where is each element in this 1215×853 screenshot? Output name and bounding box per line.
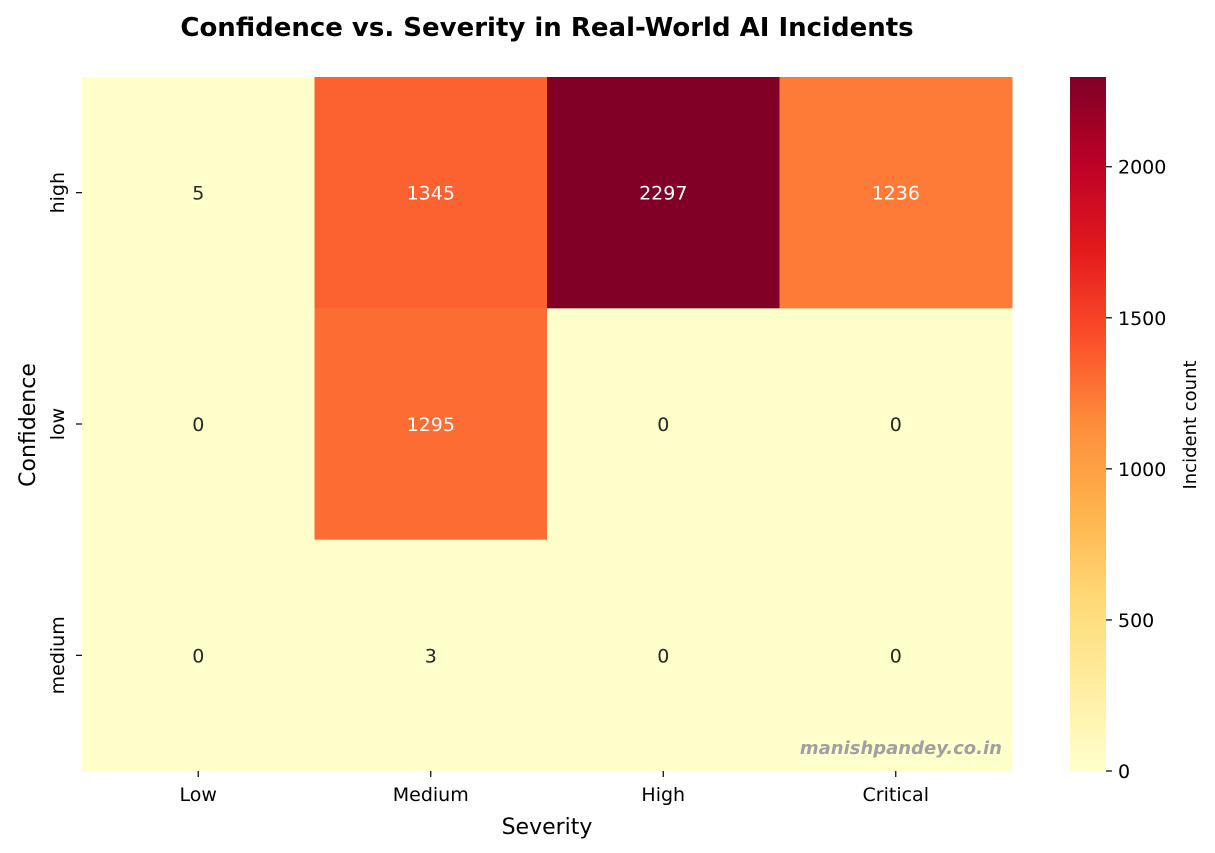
cell-value-label: 0: [657, 645, 669, 667]
colorbar-tick-label: 1500: [1118, 308, 1166, 330]
cell-value-label: 0: [890, 414, 902, 436]
heatmap-cell: [779, 77, 1013, 309]
heatmap-cell: [547, 77, 780, 309]
heatmap-cell: [82, 308, 315, 541]
cell-value-label: 1236: [872, 183, 920, 205]
heatmap-cell: [779, 539, 1013, 772]
heatmap-cell-labels: 5 1345 2297 1236 0 1295 0 0 0 3 0 0: [192, 183, 920, 668]
x-tick-label: High: [641, 784, 685, 806]
heatmap-cell: [82, 77, 315, 309]
colorbar-tick-label: 0: [1118, 761, 1130, 783]
colorbar-tick-label: 1000: [1118, 459, 1166, 481]
heatmap-cell: [314, 308, 548, 541]
cell-value-label: 0: [192, 645, 204, 667]
x-axis: Low Medium High Critical: [180, 771, 929, 806]
cell-value-label: 2297: [639, 183, 687, 205]
y-tick-label: medium: [47, 616, 69, 694]
colorbar: [1070, 77, 1106, 771]
heatmap-cells: [82, 77, 1013, 772]
x-tick-label: Critical: [863, 784, 929, 806]
cell-value-label: 0: [890, 645, 902, 667]
colorbar-tick-label: 2000: [1118, 157, 1166, 179]
y-axis-label: Confidence: [16, 363, 41, 487]
y-axis: high low medium: [47, 172, 82, 694]
heatmap-cell: [547, 539, 780, 772]
chart-title: Confidence vs. Severity in Real-World AI…: [180, 13, 913, 43]
heatmap-cell: [779, 308, 1013, 541]
y-tick-label: high: [47, 172, 69, 213]
y-tick-label: low: [47, 408, 69, 440]
cell-value-label: 3: [425, 645, 437, 667]
cell-value-label: 0: [657, 414, 669, 436]
x-axis-label: Severity: [502, 815, 593, 840]
heatmap-cell: [82, 539, 315, 772]
cell-value-label: 5: [192, 183, 204, 205]
x-tick-label: Medium: [393, 784, 469, 806]
cell-value-label: 1295: [407, 414, 455, 436]
cell-value-label: 0: [192, 414, 204, 436]
watermark: manishpandey.co.in: [800, 738, 1002, 759]
x-tick-label: Low: [180, 784, 217, 806]
heatmap-cell: [314, 77, 548, 309]
colorbar-tick-label: 500: [1118, 610, 1154, 632]
cell-value-label: 1345: [407, 183, 455, 205]
heatmap-cell: [547, 308, 780, 541]
colorbar-label: Incident count: [1180, 360, 1201, 489]
heatmap-cell: [314, 539, 548, 772]
colorbar-ticks: 0 500 1000 1500 2000: [1106, 157, 1166, 783]
